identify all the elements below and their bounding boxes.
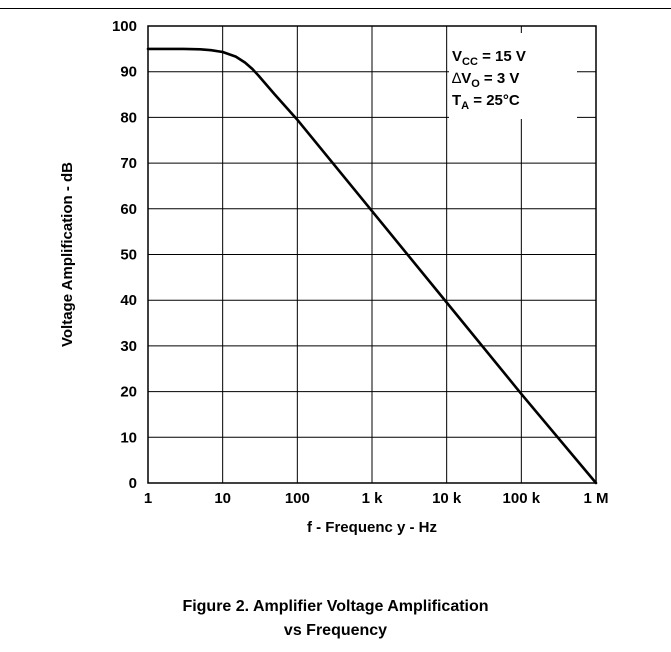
x-tick-label: 100 [285,490,310,507]
y-axis-label: Voltage Amplification - dB [59,162,76,347]
y-tick-label: 50 [120,247,137,264]
x-tick-label: 10 k [432,490,462,507]
series-line [146,47,598,485]
x-tick-label: 100 k [503,490,541,507]
x-axis-label: f - Frequenc y - Hz [307,519,437,536]
y-tick-label: 30 [120,338,137,355]
plot-frame [147,25,597,484]
condition-annotation: ∆VO = 3 V [452,70,519,90]
figure-caption-line2: vs Frequency [283,622,388,639]
top-rule [0,8,671,9]
annotation-background [449,33,577,119]
x-tick-label: 1 [144,490,152,507]
y-tick-label: 60 [120,201,137,218]
y-tick-label: 40 [120,292,137,309]
y-tick-label: 70 [120,155,137,172]
y-tick-label: 0 [129,475,137,492]
x-tick-label: 1 k [362,490,384,507]
y-tick-label: 80 [120,109,137,126]
y-tick-label: 20 [120,384,137,401]
chart: 1 10 100 1 k 10 k 100 k 1 M 0 10 20 30 40 50 60 70 80 90… [59,18,609,536]
x-tick-label: 1 M [583,490,608,507]
y-tick-label: 90 [120,64,137,81]
y-tick-label: 10 [120,429,137,446]
condition-annotation: TA = 25°C [452,92,520,112]
y-tick-label: 100 [112,18,137,35]
condition-annotation: VCC = 15 V [452,48,526,68]
x-tick-label: 10 [214,490,231,507]
figure-caption-line1: Figure 2. Amplifier Voltage Amplificatio… [182,598,489,615]
